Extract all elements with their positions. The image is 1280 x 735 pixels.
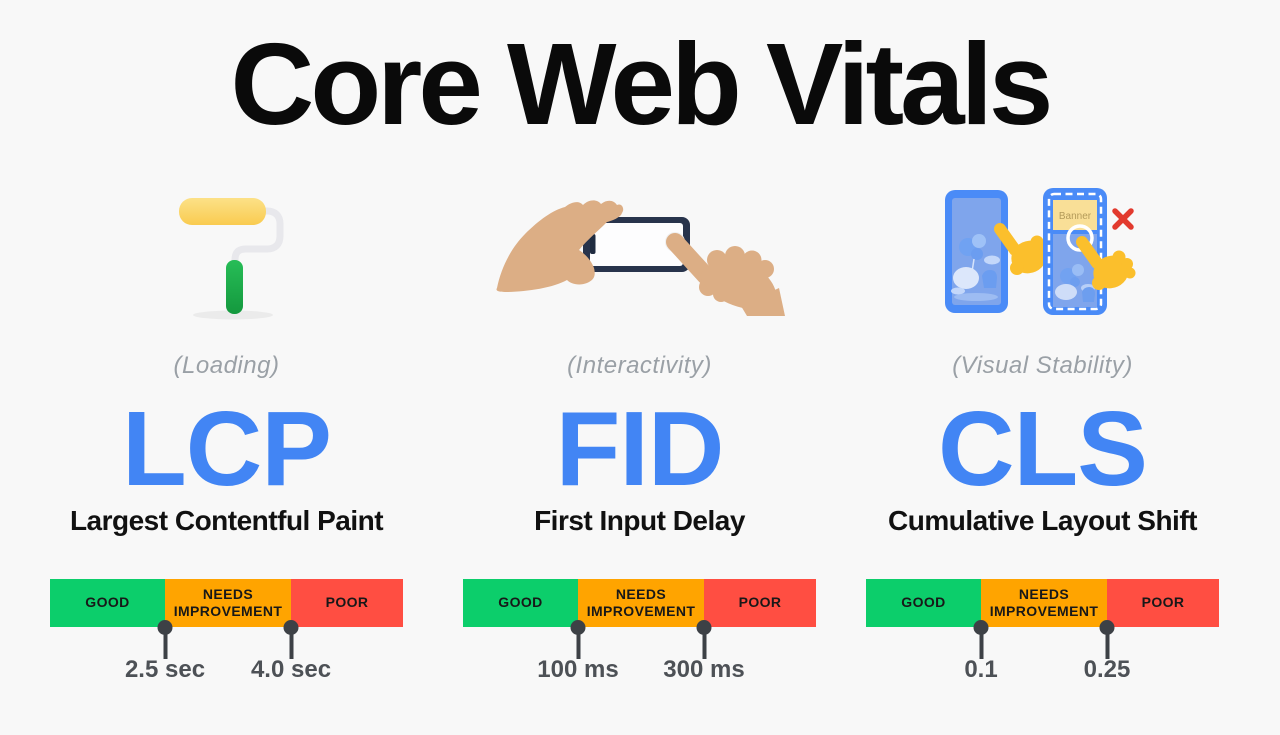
metric-category: (Loading) <box>173 352 280 379</box>
metric-abbr: LCP <box>122 390 332 508</box>
threshold-label: 0.25 <box>1083 656 1131 683</box>
metric-column-cls: Banner <box>866 0 1219 735</box>
threshold-pin <box>570 620 586 659</box>
scale-segment-good: GOOD <box>866 579 981 627</box>
metric-name: Largest Contentful Paint <box>69 505 384 536</box>
threshold-label: 300 ms <box>663 656 745 683</box>
threshold-pin <box>973 620 989 659</box>
scale-segment-needs-improvement: NEEDS IMPROVEMENT <box>165 579 291 627</box>
paint-roller-icon <box>50 182 403 322</box>
threshold-label: 4.0 sec <box>250 656 332 683</box>
scale-segment-good: GOOD <box>50 579 165 627</box>
metric-column-fid: (Interactivity) FID First Input Delay GO… <box>463 0 816 735</box>
threshold-label: 0.1 <box>964 656 998 683</box>
metric-abbr: CLS <box>938 390 1148 508</box>
scale-segment-needs-improvement: NEEDS IMPROVEMENT <box>981 579 1107 627</box>
threshold-pin <box>157 620 173 659</box>
metric-category: (Visual Stability) <box>952 352 1133 379</box>
threshold-scale: GOOD NEEDS IMPROVEMENT POOR <box>463 579 816 627</box>
threshold-label: 100 ms <box>537 656 619 683</box>
scale-segment-poor: POOR <box>291 579 403 627</box>
metric-column-lcp: (Loading) LCP Largest Contentful Paint G… <box>50 0 403 735</box>
threshold-pin <box>283 620 299 659</box>
metric-name: First Input Delay <box>534 505 745 536</box>
scale-segment-good: GOOD <box>463 579 578 627</box>
scale-segment-needs-improvement: NEEDS IMPROVEMENT <box>578 579 704 627</box>
metric-abbr: FID <box>555 390 725 508</box>
threshold-label: 2.5 sec <box>124 656 206 683</box>
threshold-pin <box>1099 620 1115 659</box>
threshold-pin <box>696 620 712 659</box>
threshold-scale: GOOD NEEDS IMPROVEMENT POOR <box>866 579 1219 627</box>
scale-segment-poor: POOR <box>704 579 816 627</box>
tap-phone-icon <box>463 182 816 322</box>
metric-name: Cumulative Layout Shift <box>888 505 1197 536</box>
red-x-icon <box>1111 208 1134 230</box>
threshold-scale: GOOD NEEDS IMPROVEMENT POOR <box>50 579 403 627</box>
layout-shift-icon: Banner <box>866 182 1219 322</box>
scale-segment-poor: POOR <box>1107 579 1219 627</box>
banner-label: Banner <box>1058 211 1091 222</box>
metric-category: (Interactivity) <box>567 352 712 379</box>
page-title: Core Web Vitals <box>230 19 1054 149</box>
